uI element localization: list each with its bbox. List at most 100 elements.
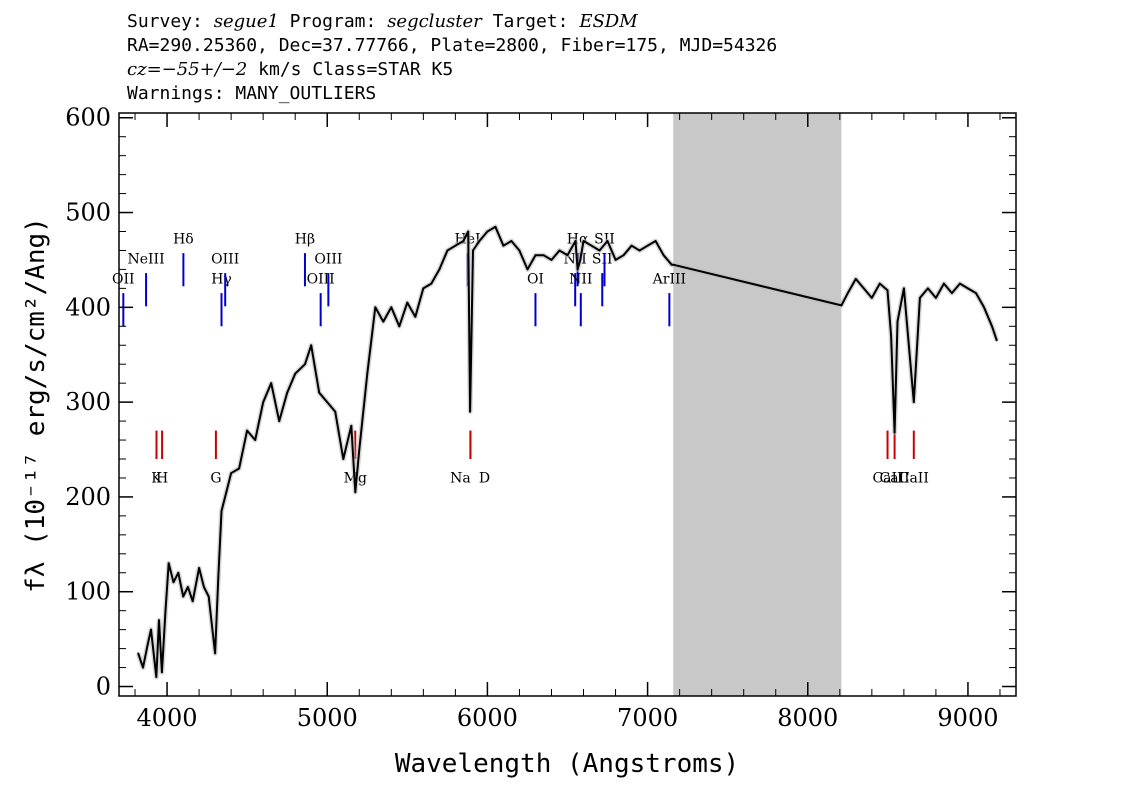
y-tick-label: 200 xyxy=(65,483,111,511)
spectrum-point xyxy=(406,301,409,304)
spectrum-point xyxy=(278,420,281,422)
spectrum-point xyxy=(304,363,306,366)
spectrum-point xyxy=(943,282,945,285)
spectrum-point xyxy=(662,254,665,257)
emission-line-label: Hβ xyxy=(295,232,315,248)
spectrum-point xyxy=(217,576,220,579)
spectrum-point xyxy=(840,304,843,307)
absorption-line-label: CaII xyxy=(872,471,902,487)
spectrum-point xyxy=(137,652,140,655)
emission-line-label: ArIII xyxy=(652,272,686,288)
spectrum-point xyxy=(534,254,537,257)
y-tick-label: 400 xyxy=(65,293,111,321)
spectrum-point xyxy=(622,254,625,257)
spectrum-point xyxy=(177,571,180,574)
spectrum-point xyxy=(912,401,915,403)
spectrum-point xyxy=(454,244,457,247)
spectrum-point xyxy=(478,240,481,242)
spectrum-point xyxy=(382,320,385,323)
spectrum-point xyxy=(310,344,313,347)
spectrum-point xyxy=(467,230,470,233)
spectrum-point xyxy=(638,249,641,252)
emission-line-label: OII xyxy=(112,272,135,288)
absorption-line-label: G xyxy=(210,471,221,487)
spectrum-point xyxy=(326,401,329,403)
absorption-line-label: CaII xyxy=(899,471,929,487)
header-line-survey: Survey: segue1 Program: segcluster Targe… xyxy=(127,10,777,34)
spectrum-point xyxy=(230,472,233,475)
header-line-warnings: Warnings: MANY_OUTLIERS xyxy=(127,83,377,104)
spectrum-point xyxy=(576,268,579,271)
spectrum-point xyxy=(862,287,865,290)
spectrum-point xyxy=(518,249,521,252)
spectrum-point xyxy=(161,671,163,674)
spectrum-point xyxy=(207,595,210,598)
spectrum-point xyxy=(182,595,185,598)
spectrum-point xyxy=(614,259,617,261)
spectrum-point xyxy=(262,401,265,403)
spectrum-point xyxy=(469,410,471,413)
spectrum-point xyxy=(590,244,593,247)
spectrum-point xyxy=(646,244,649,247)
spectrum-point xyxy=(486,230,489,233)
spectrum-point xyxy=(164,609,167,612)
spectrum-point xyxy=(870,297,873,299)
header-line-coords: RA=290.25360, Dec=37.77766, Plate=2800, … xyxy=(127,35,778,56)
spectrum-point xyxy=(542,254,545,257)
spectrum-point xyxy=(422,287,425,290)
absorption-line-label: H xyxy=(156,471,168,487)
y-tick-label: 600 xyxy=(65,104,111,132)
program-key: Program: xyxy=(278,11,388,32)
emission-line-label: OIII xyxy=(314,252,342,268)
header-line-redshift: cz=−55+/−2 km/s Class=STAR K5 xyxy=(127,58,777,82)
spectrum-point xyxy=(579,259,582,261)
y-tick-label: 500 xyxy=(65,199,111,227)
spectrum-point xyxy=(220,510,223,512)
spectrum-point xyxy=(270,382,273,385)
absorption-line-label: CaII xyxy=(880,471,910,487)
spectrum-point xyxy=(890,334,892,337)
spectrum-point xyxy=(214,652,217,655)
spectrum-point xyxy=(246,429,249,432)
spectrum-point xyxy=(903,287,905,290)
spectrum-point xyxy=(167,562,170,565)
spectrum-point xyxy=(142,666,144,669)
absorption-line-label: Na xyxy=(450,471,471,487)
spectrum-point xyxy=(975,292,977,294)
spectrum-point xyxy=(991,325,993,328)
x-tick-label: 8000 xyxy=(777,704,838,732)
emission-line-label: OIII xyxy=(307,272,335,288)
spectrum-point xyxy=(846,292,849,294)
emission-line-label: OI xyxy=(527,272,544,288)
spectrum-point xyxy=(854,278,857,280)
spectrum-point xyxy=(225,491,228,494)
x-axis-title: Wavelength (Angstroms) xyxy=(395,749,739,779)
spectrum-point xyxy=(438,268,441,271)
program-value: segcluster xyxy=(387,11,482,32)
spectrum-point xyxy=(374,306,377,309)
emission-line-label: Hδ xyxy=(173,232,194,248)
y-tick-label: 0 xyxy=(96,673,111,701)
absorption-line-label: D xyxy=(479,471,490,487)
spectrum-point xyxy=(358,448,361,451)
emission-line-label: NeIII xyxy=(127,252,164,268)
spectrum-point xyxy=(294,372,297,375)
spectrum-point xyxy=(526,268,529,271)
x-tick-label: 6000 xyxy=(457,704,518,732)
spectrum-point xyxy=(886,289,889,292)
spectrum-point xyxy=(670,263,673,266)
spectrum-point xyxy=(995,339,998,342)
target-value: ESDM xyxy=(579,11,638,32)
spectrum-point xyxy=(510,240,513,242)
emission-line-label: SII xyxy=(592,252,613,268)
spectrum-point xyxy=(354,491,357,494)
spectrum-point xyxy=(582,240,585,242)
spectrum-point xyxy=(390,306,393,309)
spectrum-point xyxy=(558,249,561,252)
spectrum-point xyxy=(550,259,553,261)
spectrum-point xyxy=(672,263,675,266)
spectrum-point xyxy=(318,391,321,394)
emission-line-label: NII xyxy=(569,272,592,288)
spectrum-point xyxy=(502,244,505,247)
